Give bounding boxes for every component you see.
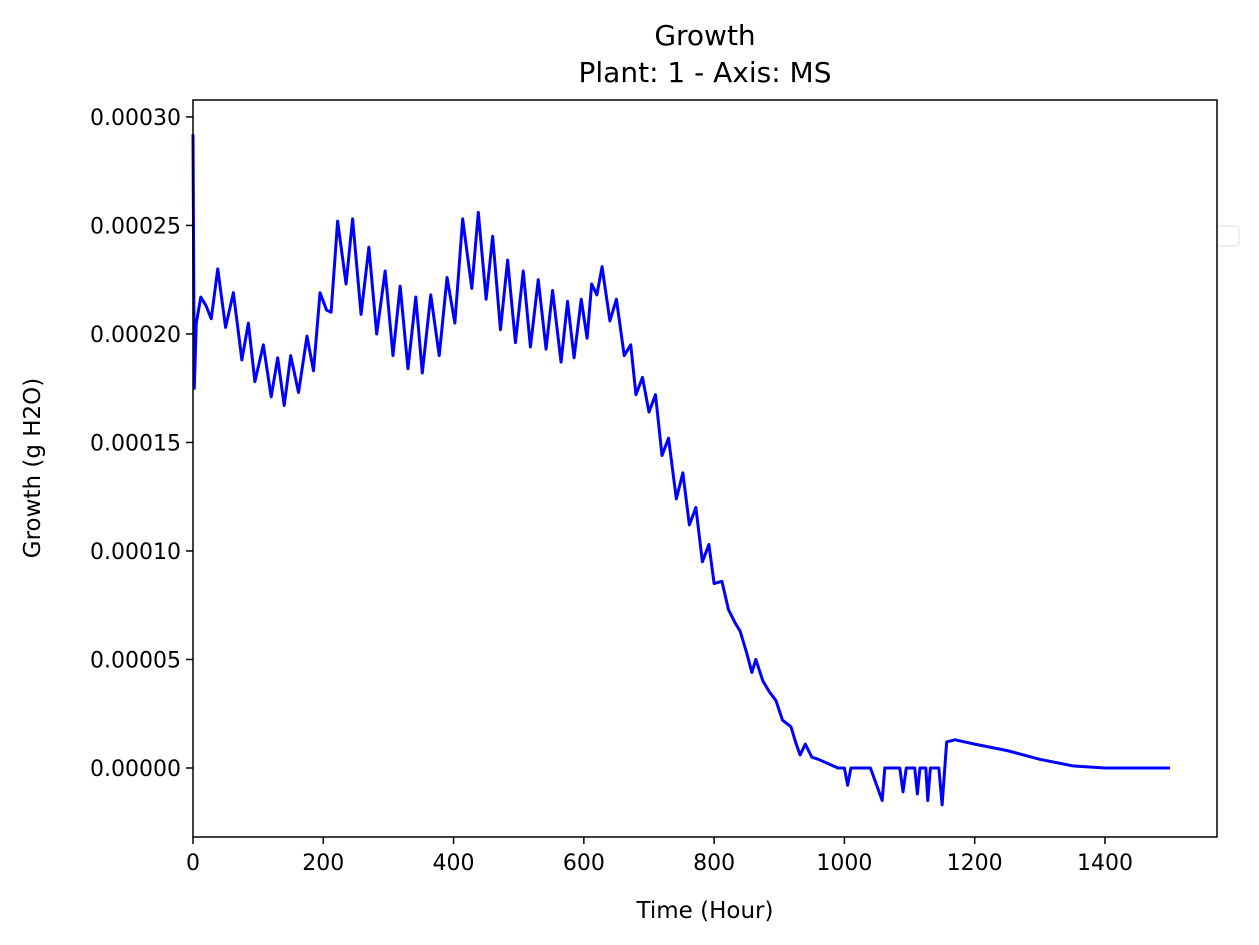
chart-subtitle: Plant: 1 - Axis: MS — [579, 56, 832, 89]
x-tick-label: 0 — [186, 851, 200, 876]
y-axis-label: Growth (g H2O) — [20, 378, 46, 558]
x-tick-label: 1400 — [1077, 851, 1133, 876]
x-tick-label: 200 — [302, 851, 344, 876]
chart-title: Growth — [654, 19, 755, 52]
y-tick-label: 0.00005 — [90, 648, 181, 673]
x-tick-label: 1200 — [947, 851, 1003, 876]
y-tick-label: 0.00020 — [90, 323, 181, 348]
x-axis-label: Time (Hour) — [636, 898, 774, 924]
x-tick-label: 1000 — [816, 851, 872, 876]
y-tick-label: 0.00015 — [90, 431, 181, 456]
y-tick-label: 0.00025 — [90, 214, 181, 239]
y-tick-label: 0.00000 — [90, 757, 181, 782]
legend — [1216, 225, 1240, 247]
plot-frame — [192, 99, 1218, 838]
y-tick-label: 0.00010 — [90, 540, 181, 565]
x-tick-label: 600 — [563, 851, 605, 876]
data-line — [191, 134, 1171, 807]
x-tick-label: 800 — [693, 851, 735, 876]
x-tick-label: 400 — [433, 851, 475, 876]
y-tick-label: 0.00030 — [90, 106, 181, 131]
